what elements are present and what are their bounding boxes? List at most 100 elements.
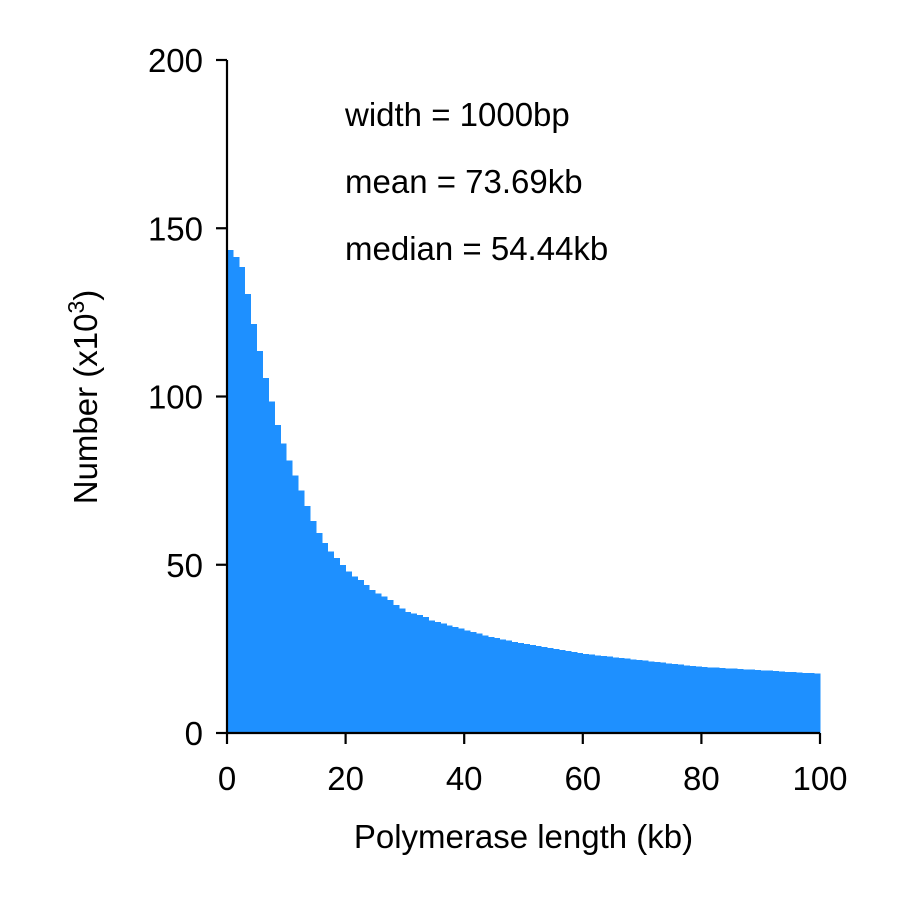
histogram-bar xyxy=(452,627,459,733)
y-tick-label: 150 xyxy=(148,210,203,247)
histogram-bar xyxy=(570,652,578,733)
histogram-bar xyxy=(339,564,346,733)
histogram-bar xyxy=(387,600,394,733)
histogram-bar xyxy=(227,250,234,733)
histogram-bar xyxy=(808,673,815,733)
histogram-bar xyxy=(470,632,477,733)
histogram-bar xyxy=(298,490,305,733)
histogram-bar xyxy=(576,652,584,733)
histogram-bar xyxy=(511,642,518,733)
histogram-bar xyxy=(778,671,785,733)
histogram-bar xyxy=(505,640,513,733)
histogram-bar xyxy=(280,443,287,733)
histogram-bar xyxy=(351,576,358,733)
histogram-bar xyxy=(790,672,797,733)
histogram-bar xyxy=(476,633,483,733)
histogram-bar xyxy=(410,613,418,733)
histogram-bar xyxy=(565,651,572,733)
histogram-bar xyxy=(238,266,246,733)
histogram-bar xyxy=(760,670,768,733)
histogram-bar xyxy=(493,638,501,733)
histogram-bar xyxy=(464,630,471,733)
histogram-bar xyxy=(588,654,596,733)
histogram-bar xyxy=(529,645,536,733)
histogram-bar xyxy=(636,659,643,733)
axes-layer xyxy=(216,58,822,744)
histogram-bar xyxy=(393,605,400,733)
histogram-bar xyxy=(381,596,388,733)
y-axis-label-exponent: 3 xyxy=(63,301,89,314)
histogram-bar xyxy=(600,655,607,733)
histogram-bar xyxy=(766,670,773,733)
histogram-bar xyxy=(416,615,424,733)
histogram-bar xyxy=(754,670,762,733)
histogram-bar xyxy=(369,589,376,733)
histogram-bar xyxy=(363,584,370,733)
histogram-bar xyxy=(268,401,275,733)
histogram-bar xyxy=(731,668,738,733)
histogram-bar xyxy=(398,608,406,733)
histogram-bar xyxy=(256,351,263,733)
histogram-bar xyxy=(659,662,667,733)
x-tick-label: 20 xyxy=(327,760,364,797)
histogram-bar xyxy=(624,658,631,733)
histogram-bar xyxy=(630,659,637,733)
histogram-bar xyxy=(262,377,269,733)
histogram-bar xyxy=(357,579,364,733)
histogram-bar xyxy=(274,425,281,733)
histogram-bar xyxy=(802,672,809,733)
histogram-bar xyxy=(671,664,679,733)
x-tick-label: 0 xyxy=(218,760,236,797)
histogram-bar xyxy=(333,558,341,733)
histogram-bar xyxy=(404,611,412,733)
histogram-bar xyxy=(446,625,453,733)
y-tick-label: 50 xyxy=(166,547,203,584)
histogram-bar xyxy=(535,646,542,733)
histogram-bar xyxy=(315,532,323,733)
histogram-bar xyxy=(612,657,619,733)
histogram-bar xyxy=(648,661,655,733)
histogram-bar xyxy=(553,649,560,733)
histogram-bar xyxy=(814,673,821,733)
histogram-bar xyxy=(304,505,311,733)
histogram-bar xyxy=(321,542,329,733)
histogram-bar xyxy=(541,647,548,733)
histogram-bar xyxy=(499,639,507,733)
histogram-bar xyxy=(547,648,554,733)
histogram-bar xyxy=(742,669,750,733)
y-axis-label: Number (x103) xyxy=(63,290,104,505)
histogram-bar xyxy=(345,571,352,733)
histogram-bar xyxy=(292,475,299,733)
histogram-bar xyxy=(250,324,258,733)
histogram-bar xyxy=(458,628,465,733)
histogram-bar xyxy=(725,668,732,733)
histogram-bar xyxy=(713,667,720,733)
x-tick-label: 100 xyxy=(792,760,847,797)
bars-layer xyxy=(227,250,821,733)
histogram-bar xyxy=(244,293,252,733)
labels-layer: 0 20 40 60 80 100 0 50 100 150 200 Polymerase lengt… xyxy=(63,42,848,855)
histogram-bar xyxy=(748,669,756,733)
y-axis-label-close: ) xyxy=(67,290,104,301)
x-tick-label: 40 xyxy=(446,760,483,797)
histogram-bar xyxy=(665,663,673,733)
histogram-bar xyxy=(642,660,649,733)
histogram-bar xyxy=(434,621,441,733)
histogram-bar xyxy=(606,656,613,733)
x-tick-label: 60 xyxy=(564,760,601,797)
histogram-bar xyxy=(784,671,791,733)
histogram-bar xyxy=(695,666,702,733)
histogram-bar xyxy=(618,657,625,733)
histogram-bar xyxy=(683,665,690,733)
histogram-bar xyxy=(286,460,293,733)
x-tick-label: 80 xyxy=(683,760,720,797)
histogram-bar xyxy=(481,635,489,733)
stats-annotation: width = 1000bp xyxy=(344,96,570,133)
histogram-bar xyxy=(327,551,335,733)
histogram-bar xyxy=(310,521,317,733)
stats-annotation: median = 54.44kb xyxy=(345,230,608,267)
histogram-bar xyxy=(422,616,430,733)
histogram-bar xyxy=(440,623,447,733)
y-tick-label: 200 xyxy=(148,42,203,79)
